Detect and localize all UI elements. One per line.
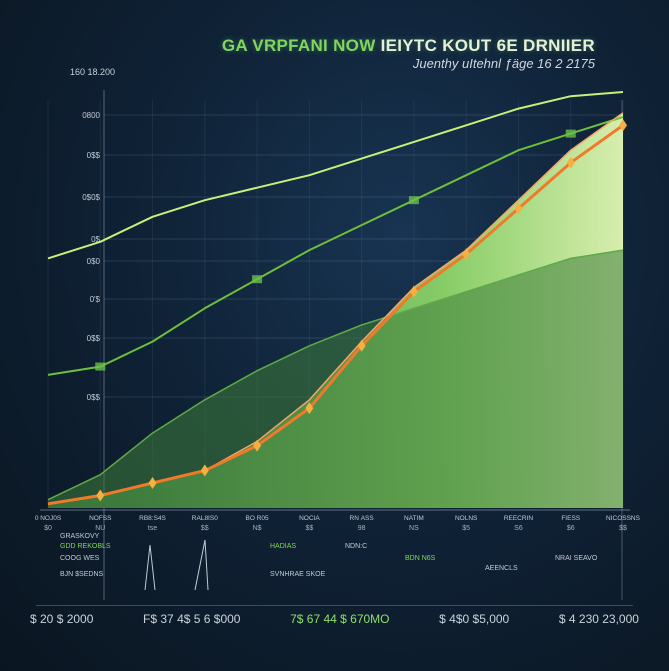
x-tick-label: RAL8IS0 bbox=[192, 515, 218, 522]
x-tick-sublabel: $$ bbox=[619, 525, 627, 532]
y-tick-label: 0$0 bbox=[87, 257, 101, 266]
x-tick-sublabel: S6 bbox=[514, 525, 523, 532]
spike-mark bbox=[194, 539, 209, 591]
legend-note: SVNHRAE SKOE bbox=[270, 571, 326, 578]
x-tick-sublabel: $5 bbox=[462, 525, 470, 532]
data-point-marker bbox=[96, 489, 105, 502]
data-point-marker bbox=[200, 464, 209, 477]
legend-note: GDD REKOBLS bbox=[60, 543, 111, 550]
data-point-marker bbox=[462, 248, 471, 261]
data-point-marker bbox=[566, 156, 575, 169]
data-point-marker bbox=[409, 285, 418, 298]
x-tick-sublabel: $6 bbox=[567, 525, 575, 532]
series-line-orange bbox=[47, 124, 624, 506]
legend-note: BJN $SEDNS bbox=[60, 571, 104, 578]
x-tick-label: NATIM bbox=[404, 515, 424, 522]
chart-title-part1: GA VRPFANI NOW bbox=[221, 36, 376, 55]
spike-mark bbox=[144, 544, 156, 591]
footer-divider bbox=[36, 605, 633, 606]
x-tick-label: FIESS bbox=[561, 515, 580, 522]
x-tick-sublabel: 98 bbox=[358, 525, 366, 532]
bottom-value-3: 7$ 67 44 $ 670MO bbox=[290, 612, 390, 626]
x-tick-label: NICOSSNS bbox=[606, 515, 641, 522]
y-axis-top-label: 160 18.200 bbox=[70, 67, 116, 77]
legend-notes: GRASKOVY GDD REKOBLS COOG WES BJN $SEDNS HAD… bbox=[60, 533, 598, 591]
bottom-value-2: F$ 37 4$ 5 6 $000 bbox=[143, 612, 241, 626]
data-point-marker bbox=[619, 119, 627, 132]
y-tick-label: 0$0$ bbox=[82, 193, 100, 202]
bottom-value-4: $ 4$0 $5,000 bbox=[439, 612, 510, 626]
legend-note: HADIAS bbox=[270, 543, 296, 550]
x-tick-label: NOFSS bbox=[89, 515, 112, 522]
x-ticks: 0 NOJ0S $0 NOFSS NU RB8:S4S tse RAL8IS0 $$ BO R0… bbox=[35, 515, 641, 532]
legend-note: COOG WES bbox=[60, 555, 100, 562]
legend-note: GRASKOVY bbox=[60, 533, 100, 540]
data-point-marker bbox=[408, 196, 419, 205]
data-point-marker bbox=[565, 129, 576, 138]
series-line-green-mid bbox=[47, 116, 624, 376]
data-point-marker bbox=[253, 439, 262, 452]
area-layers bbox=[48, 112, 623, 509]
x-tick-sublabel: $0 bbox=[44, 525, 52, 532]
x-tick-label: NOCIA bbox=[299, 515, 320, 522]
x-tick-label: NOLNS bbox=[455, 515, 478, 522]
data-point-marker bbox=[357, 339, 366, 352]
x-tick-sublabel: tse bbox=[148, 525, 157, 532]
x-tick-sublabel: NS bbox=[409, 525, 419, 532]
y-tick-label: 0$ bbox=[91, 235, 100, 244]
y-tick-label: 0$$ bbox=[87, 393, 101, 402]
series-line-green-bright bbox=[47, 91, 624, 260]
bottom-values: $ 20 $ 2000 F$ 37 4$ 5 6 $000 7$ 67 44 $… bbox=[30, 612, 639, 626]
chart-title: GA VRPFANI NOW IEIYTC KOUT 6E DRNIIER bbox=[222, 36, 595, 56]
y-tick-label: 0$$ bbox=[87, 334, 101, 343]
x-tick-sublabel: N$ bbox=[253, 525, 262, 532]
x-tick-sublabel: NU bbox=[95, 525, 105, 532]
data-point-marker bbox=[148, 477, 157, 490]
legend-note: NRAI SEAVO bbox=[555, 555, 598, 562]
x-tick-label: REECRIN bbox=[504, 515, 534, 522]
data-point-marker bbox=[514, 202, 523, 215]
bottom-value-5: $ 4 230 23,000 bbox=[558, 612, 639, 626]
y-tick-label: 0800 bbox=[82, 111, 100, 120]
x-tick-sublabel: $$ bbox=[201, 525, 209, 532]
x-tick-label: 0 NOJ0S bbox=[35, 515, 62, 522]
y-tick-label: 0'$ bbox=[90, 295, 101, 304]
data-point-marker bbox=[252, 275, 263, 284]
x-tick-label: RN ASS bbox=[350, 515, 375, 522]
y-tick-label: 0$$ bbox=[87, 151, 101, 160]
x-tick-label: RB8:S4S bbox=[139, 515, 166, 522]
data-point-marker bbox=[95, 362, 106, 371]
series-markers bbox=[95, 119, 627, 502]
chart-subtitle: Juenthy uItehnl ƒäge 16 2 2175 bbox=[412, 56, 595, 71]
series-lines bbox=[47, 91, 624, 506]
legend-note: NDN:C bbox=[345, 543, 367, 550]
legend-note: BDN N6S bbox=[405, 555, 436, 562]
data-point-marker bbox=[305, 402, 314, 415]
bottom-value-1: $ 20 $ 2000 bbox=[30, 612, 94, 626]
chart-title-part2: IEIYTC KOUT 6E DRNIIER bbox=[380, 36, 595, 55]
x-tick-label: BO R05 bbox=[246, 515, 270, 522]
x-tick-sublabel: $$ bbox=[305, 525, 313, 532]
legend-note: AEENCLS bbox=[485, 565, 518, 572]
series-line-green-low bbox=[47, 249, 624, 501]
